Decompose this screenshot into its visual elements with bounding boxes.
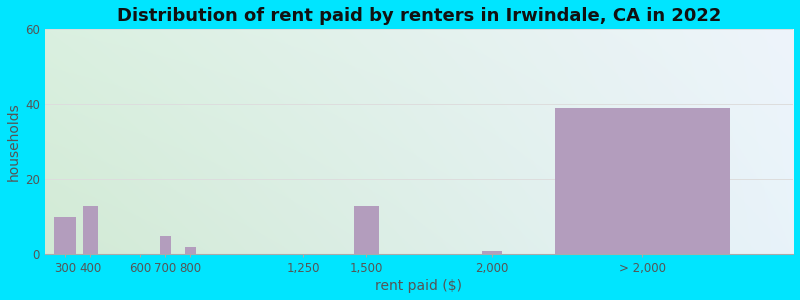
Title: Distribution of rent paid by renters in Irwindale, CA in 2022: Distribution of rent paid by renters in … xyxy=(117,7,721,25)
Bar xyxy=(482,250,502,254)
Bar xyxy=(160,236,171,254)
Bar xyxy=(554,108,730,254)
Y-axis label: households: households xyxy=(7,102,21,181)
Bar xyxy=(82,206,98,254)
Bar xyxy=(354,206,378,254)
X-axis label: rent paid ($): rent paid ($) xyxy=(375,279,462,293)
Bar xyxy=(185,247,196,254)
Bar xyxy=(54,217,76,254)
